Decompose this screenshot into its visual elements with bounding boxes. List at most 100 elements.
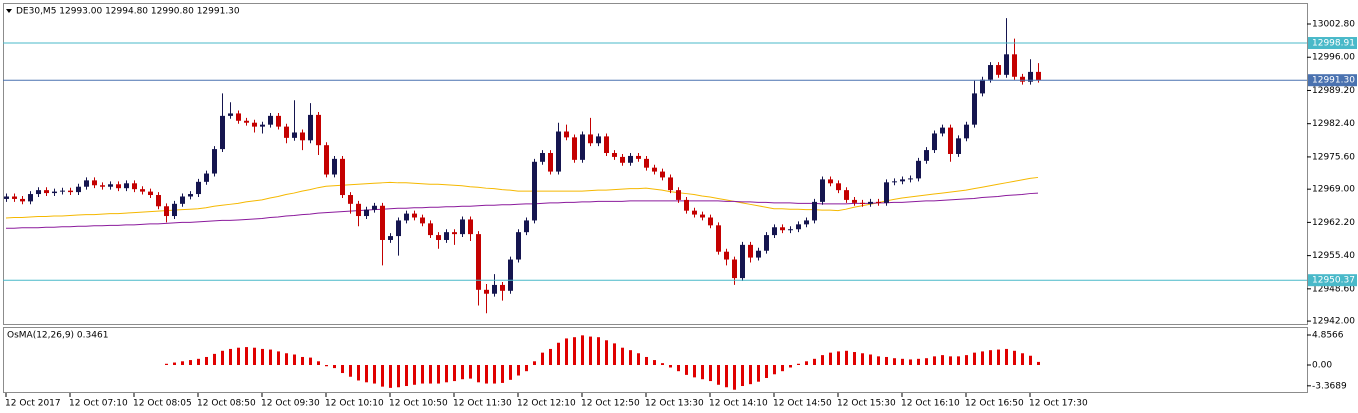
histogram-bar — [741, 365, 744, 387]
candle-body — [436, 235, 441, 240]
candle-body — [324, 145, 329, 175]
x-tick-label: 12 Oct 16:50 — [965, 399, 1024, 409]
histogram-bar — [189, 360, 192, 366]
histogram-bar — [821, 355, 824, 366]
candle-body — [844, 190, 849, 200]
histogram-bar — [317, 361, 320, 366]
candle-body — [740, 244, 745, 279]
histogram-bar — [773, 365, 776, 375]
histogram-bar — [373, 365, 376, 384]
x-tick-label: 12 Oct 14:10 — [709, 399, 768, 409]
chart-title: DE30,M5 12993.00 12994.80 12990.80 12991… — [16, 7, 240, 17]
y-tick-label: 12948.60 — [1312, 284, 1355, 294]
candle-body — [604, 136, 609, 154]
main-panel — [3, 3, 1308, 325]
candle-body — [36, 190, 41, 195]
histogram-bar — [805, 361, 808, 366]
x-tick-label: 12 Oct 15:30 — [837, 399, 896, 409]
x-tick-label: 12 Oct 08:05 — [133, 399, 192, 409]
candle-body — [556, 131, 561, 172]
histogram-bar — [245, 347, 248, 366]
histogram-bar — [237, 347, 240, 366]
histogram-bar — [725, 365, 728, 388]
y-tick-label: 12962.20 — [1312, 218, 1355, 228]
candle-body — [772, 227, 777, 236]
histogram-bar — [501, 365, 504, 383]
candle-body — [548, 153, 553, 172]
histogram-bar — [477, 365, 480, 383]
candle-body — [812, 201, 817, 221]
candle-body — [980, 79, 985, 94]
moving-average — [6, 192, 1039, 229]
histogram-bar — [581, 335, 584, 366]
candle-body — [628, 155, 633, 163]
price-label: 12998.91 — [1312, 39, 1355, 49]
y-tick-label: 12975.60 — [1312, 152, 1355, 162]
candle-body — [964, 124, 969, 139]
candle-body — [412, 213, 417, 218]
histogram-bar — [637, 353, 640, 366]
candle-body — [316, 114, 321, 146]
histogram-bar — [437, 365, 440, 384]
candle-body — [988, 65, 993, 80]
candle-body — [644, 158, 649, 168]
candle-body — [92, 180, 97, 186]
histogram-bar — [693, 365, 696, 378]
candle-body — [292, 132, 297, 138]
candle-body — [140, 189, 145, 192]
histogram-bar — [597, 337, 600, 366]
histogram-bar — [885, 356, 888, 366]
indicator-panel — [3, 327, 1308, 393]
histogram-bar — [701, 365, 704, 380]
candle-body — [596, 136, 601, 144]
candle-body — [716, 225, 721, 252]
histogram-bar — [517, 365, 520, 376]
histogram-bar — [565, 338, 568, 366]
histogram-bar — [1005, 348, 1008, 366]
y-tick-label: 12955.40 — [1312, 251, 1355, 261]
candle-body — [300, 132, 305, 141]
candle-body — [804, 220, 809, 225]
y-tick-label: 13002.80 — [1312, 20, 1355, 30]
histogram-bar — [861, 353, 864, 366]
histogram-bar — [677, 365, 680, 372]
histogram-bar — [349, 365, 352, 377]
histogram-bar — [933, 356, 936, 366]
candle-body — [20, 198, 25, 202]
candle-body — [780, 227, 785, 231]
candle-body — [68, 190, 73, 193]
candle-body — [420, 217, 425, 224]
histogram-bar — [949, 356, 952, 366]
candle-body — [660, 171, 665, 178]
histogram-bar — [229, 348, 232, 366]
candle-body — [444, 232, 449, 240]
candle-body — [508, 259, 513, 291]
histogram-bar — [981, 351, 984, 366]
candle-body — [452, 232, 457, 235]
candle-body — [372, 205, 377, 210]
histogram-bar — [181, 361, 184, 366]
candle-body — [276, 115, 281, 127]
y-tick-label: 12969.00 — [1312, 185, 1355, 195]
plot-layer: 13002.80 12996.00 12989.20 12982.40 12975.60… — [3, 18, 1357, 409]
histogram-bar — [1029, 355, 1032, 366]
histogram-bar — [293, 354, 296, 366]
candle-body — [724, 251, 729, 260]
candle-body — [1028, 71, 1033, 82]
candle-body — [268, 115, 273, 125]
histogram-bar — [429, 365, 432, 384]
histogram-bar — [557, 342, 560, 366]
histogram-bar — [325, 365, 328, 367]
histogram-bar — [333, 365, 336, 369]
y-tick-label: 12996.00 — [1312, 53, 1355, 63]
candle-body — [204, 173, 209, 182]
candle-body — [492, 284, 497, 294]
candle-body — [756, 250, 761, 258]
candle-body — [284, 126, 289, 138]
histogram-bar — [781, 365, 784, 372]
candle-body — [836, 183, 841, 191]
candle-body — [636, 155, 641, 159]
x-tick-label: 12 Oct 12:50 — [581, 399, 640, 409]
histogram-bar — [285, 353, 288, 366]
